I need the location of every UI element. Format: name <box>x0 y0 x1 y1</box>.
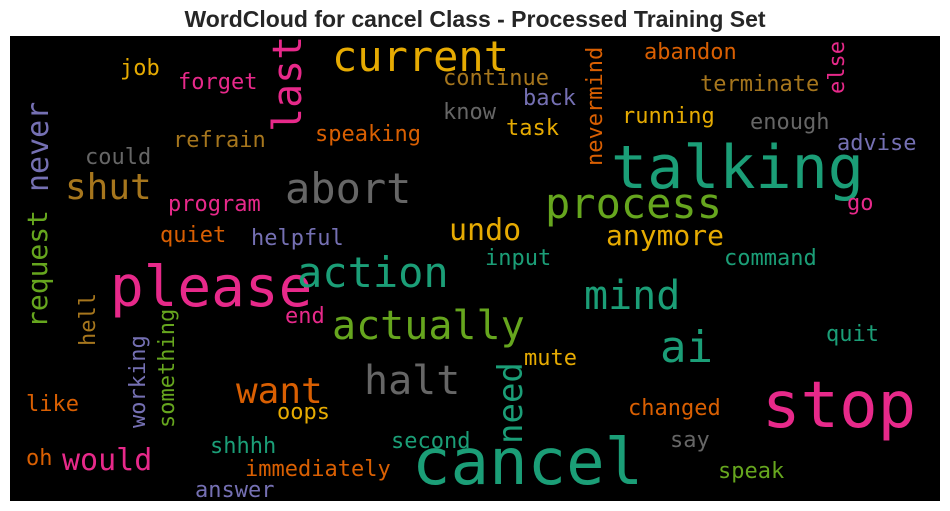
word-terminate: terminate <box>700 72 820 97</box>
word-could: could <box>85 145 152 170</box>
word-helpful: helpful <box>251 226 344 251</box>
word-refrain: refrain <box>173 128 266 153</box>
word-end: end <box>285 304 325 329</box>
word-answer: answer <box>195 478 275 502</box>
word-nevermind: nevermind <box>583 46 608 166</box>
word-current: current <box>332 36 510 81</box>
word-quit: quit <box>826 322 879 347</box>
word-like: like <box>26 392 79 417</box>
word-enough: enough <box>750 110 830 135</box>
word-working: working <box>126 335 151 428</box>
word-immediately: immediately <box>245 457 391 482</box>
word-anymore: anymore <box>606 219 725 252</box>
word-never: never <box>21 101 56 192</box>
word-abort: abort <box>285 164 412 213</box>
word-oops: oops <box>277 400 330 425</box>
word-action: action <box>297 248 449 297</box>
word-halt: halt <box>364 358 461 404</box>
word-shhhh: shhhh <box>210 434 277 459</box>
word-oh: oh <box>26 446 53 471</box>
word-input: input <box>485 246 552 271</box>
word-speaking: speaking <box>315 122 421 147</box>
word-abandon: abandon <box>644 40 737 65</box>
word-want: want <box>236 371 323 412</box>
word-process: process <box>545 179 723 228</box>
word-go: go <box>847 191 874 216</box>
word-talking: talking <box>611 133 864 203</box>
word-shut: shut <box>65 167 152 208</box>
word-task: task <box>506 116 559 141</box>
word-something: something <box>155 308 180 428</box>
word-continue: continue <box>443 66 549 91</box>
word-speak: speak <box>718 459 785 484</box>
word-would: would <box>62 443 153 478</box>
word-changed: changed <box>628 396 721 421</box>
word-last: last <box>265 36 311 132</box>
word-advise: advise <box>837 131 917 156</box>
word-cloud: current last job forget continue abandon… <box>10 36 940 501</box>
word-say: say <box>670 428 710 453</box>
word-actually: actually <box>332 303 525 349</box>
word-please: please <box>110 255 313 320</box>
word-job: job <box>120 56 160 81</box>
word-back: back <box>523 86 576 111</box>
word-cancel: cancel <box>412 426 644 500</box>
word-program: program <box>168 192 261 217</box>
word-running: running <box>622 104 715 129</box>
word-quiet: quiet <box>160 223 227 248</box>
word-know: know <box>443 100 496 125</box>
word-mind: mind <box>584 273 681 319</box>
chart-title: WordCloud for cancel Class - Processed T… <box>184 6 766 32</box>
word-hell: hell <box>76 293 101 346</box>
word-stop: stop <box>762 369 917 443</box>
word-request: request <box>21 209 54 328</box>
word-command: command <box>724 246 817 271</box>
word-ai: ai <box>660 322 713 373</box>
word-undo: undo <box>449 213 522 248</box>
word-mute: mute <box>524 346 577 371</box>
word-second: second <box>391 429 471 454</box>
word-else: else <box>825 41 850 94</box>
word-forget: forget <box>178 70 258 95</box>
